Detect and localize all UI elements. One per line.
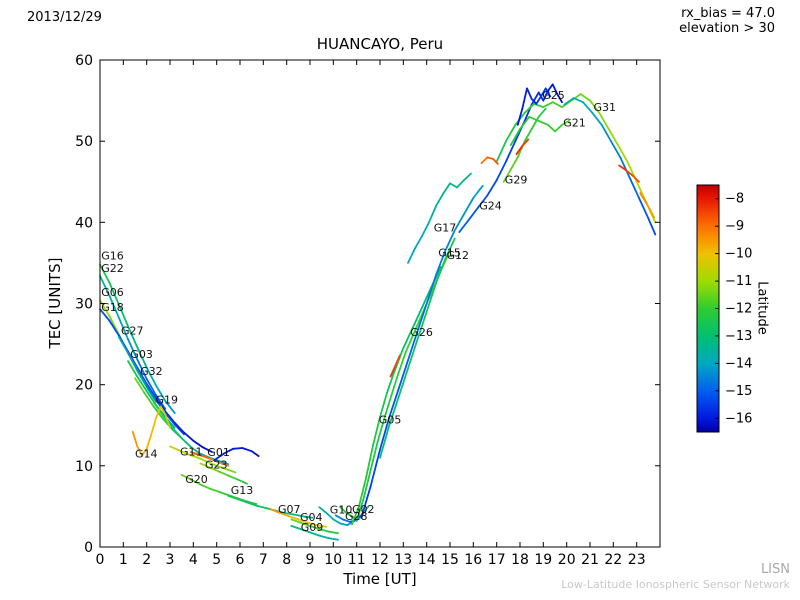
svg-text:G22: G22 xyxy=(101,262,124,275)
svg-text:23: 23 xyxy=(628,552,646,568)
rx-bias-label: rx_bias = 47.0 xyxy=(681,6,775,21)
svg-text:G27: G27 xyxy=(121,324,144,337)
svg-text:G23: G23 xyxy=(205,458,228,471)
svg-text:1: 1 xyxy=(119,552,128,568)
svg-text:G06: G06 xyxy=(101,286,124,299)
svg-text:10: 10 xyxy=(324,552,342,568)
svg-text:10: 10 xyxy=(75,459,93,475)
svg-text:21: 21 xyxy=(581,552,599,568)
x-axis-label: Time [UT] xyxy=(343,570,417,588)
svg-text:G02: G02 xyxy=(352,503,375,516)
svg-text:−8: −8 xyxy=(725,192,744,207)
svg-text:60: 60 xyxy=(75,53,93,69)
svg-text:16: 16 xyxy=(464,552,482,568)
svg-text:30: 30 xyxy=(75,297,93,313)
svg-text:−13: −13 xyxy=(725,329,752,344)
date-label: 2013/12/29 xyxy=(27,10,102,25)
svg-text:4: 4 xyxy=(189,552,198,568)
svg-text:G04: G04 xyxy=(300,511,323,524)
svg-text:G31: G31 xyxy=(594,101,617,114)
svg-text:G10: G10 xyxy=(330,504,353,517)
svg-text:G26: G26 xyxy=(410,326,433,339)
svg-text:13: 13 xyxy=(394,552,412,568)
plot-title: HUANCAYO, Peru xyxy=(316,35,444,53)
svg-text:G05: G05 xyxy=(379,414,402,427)
svg-text:G12: G12 xyxy=(447,249,470,262)
svg-text:−9: −9 xyxy=(725,219,744,234)
svg-text:8: 8 xyxy=(282,552,291,568)
svg-text:9: 9 xyxy=(306,552,315,568)
svg-text:G15: G15 xyxy=(438,246,461,259)
svg-text:G24: G24 xyxy=(479,199,502,212)
svg-text:G11: G11 xyxy=(180,445,203,458)
svg-text:G25: G25 xyxy=(542,89,565,102)
svg-text:40: 40 xyxy=(75,215,93,231)
svg-text:G03: G03 xyxy=(130,348,153,361)
svg-text:G13: G13 xyxy=(231,484,254,497)
svg-text:G01: G01 xyxy=(207,446,230,459)
svg-text:11: 11 xyxy=(348,552,366,568)
svg-text:−14: −14 xyxy=(725,356,752,371)
svg-text:22: 22 xyxy=(604,552,622,568)
svg-text:7: 7 xyxy=(259,552,268,568)
watermark-network: Low-Latitude Ionospheric Sensor Network xyxy=(561,578,790,591)
svg-text:14: 14 xyxy=(418,552,436,568)
svg-text:15: 15 xyxy=(441,552,459,568)
svg-text:12: 12 xyxy=(371,552,389,568)
svg-text:G09: G09 xyxy=(301,521,324,534)
svg-text:−12: −12 xyxy=(725,302,752,317)
svg-text:G20: G20 xyxy=(185,473,208,486)
svg-text:G07: G07 xyxy=(278,503,301,516)
svg-text:−11: −11 xyxy=(725,274,752,289)
svg-text:17: 17 xyxy=(488,552,506,568)
svg-text:20: 20 xyxy=(75,378,93,394)
svg-text:−15: −15 xyxy=(725,384,752,399)
svg-text:50: 50 xyxy=(75,134,93,150)
svg-text:0: 0 xyxy=(84,540,93,556)
svg-text:18: 18 xyxy=(511,552,529,568)
svg-text:19: 19 xyxy=(534,552,552,568)
svg-text:G28: G28 xyxy=(345,510,368,523)
svg-text:2: 2 xyxy=(142,552,151,568)
svg-text:5: 5 xyxy=(212,552,221,568)
svg-text:G29: G29 xyxy=(505,173,528,186)
svg-text:3: 3 xyxy=(166,552,175,568)
svg-text:−16: −16 xyxy=(725,411,752,426)
svg-text:G14: G14 xyxy=(135,448,158,461)
svg-text:6: 6 xyxy=(236,552,245,568)
svg-text:G16: G16 xyxy=(101,250,124,263)
svg-text:−10: −10 xyxy=(725,247,752,262)
svg-text:0: 0 xyxy=(96,552,105,568)
elevation-label: elevation > 30 xyxy=(679,21,775,36)
svg-text:G32: G32 xyxy=(140,365,163,378)
watermark-lisn: LISN xyxy=(760,562,790,577)
svg-text:G21: G21 xyxy=(563,117,586,130)
svg-text:G19: G19 xyxy=(156,393,179,406)
svg-text:G17: G17 xyxy=(434,221,457,234)
svg-text:G18: G18 xyxy=(101,301,124,314)
svg-text:20: 20 xyxy=(558,552,576,568)
